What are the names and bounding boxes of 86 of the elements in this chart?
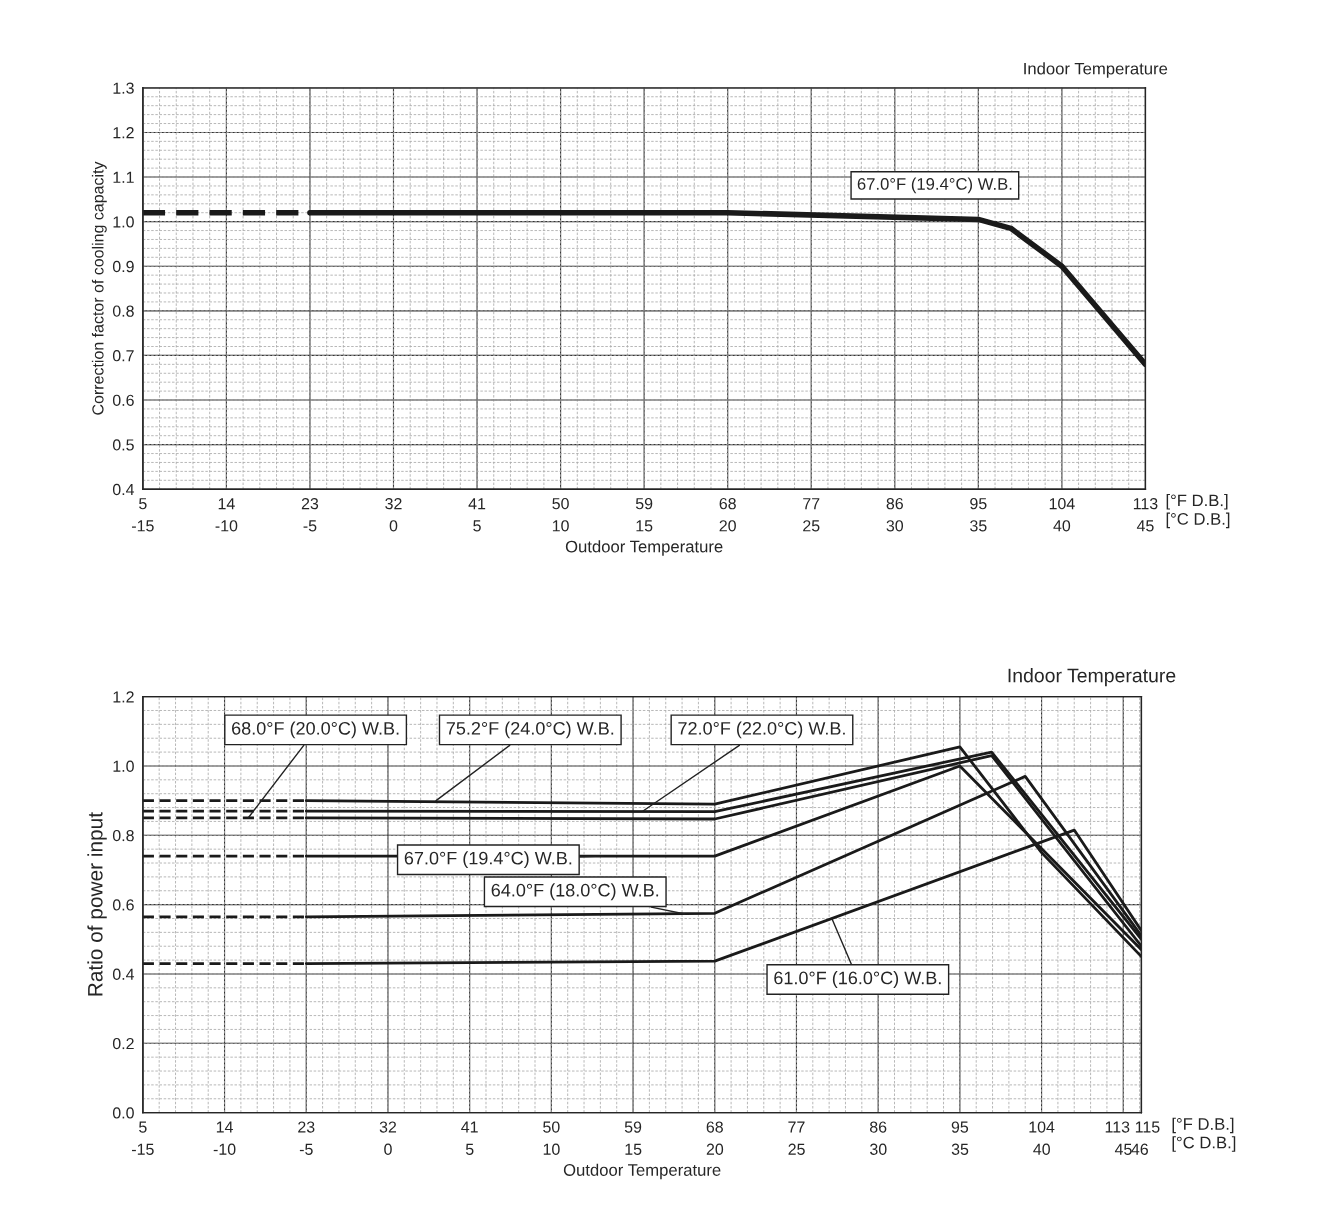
x2-tick-label: -5 — [299, 1143, 313, 1155]
y-tick-label: 0.7 — [112, 350, 134, 362]
annotation: 64.0°F (18.0°C) W.B. — [491, 883, 659, 901]
x-tick-label: 50 — [552, 497, 569, 510]
x2-tick-label: -10 — [215, 520, 238, 532]
annotation: 67.0°F (19.4°C) W.B. — [857, 177, 1012, 194]
x-tick-label: 77 — [803, 498, 820, 510]
text: Indoor Temperature — [1008, 668, 1176, 687]
annotation: 72.0°F (22.0°C) W.B. — [678, 721, 845, 739]
x2-tick-label: 30 — [886, 520, 904, 532]
y-tick-label: 0.8 — [112, 829, 134, 842]
x2-tick-label: 5 — [473, 520, 481, 532]
x2-tick-label: 40 — [1033, 1143, 1050, 1155]
x-tick-label: 59 — [624, 1121, 642, 1133]
x2-tick-label: 25 — [803, 520, 820, 532]
annotation: 61.0°F (16.0°C) W.B. — [774, 971, 941, 988]
y-tick-label: 1.2 — [113, 127, 134, 139]
x-tick-label: 104 — [1029, 1121, 1055, 1133]
x-tick-label: 14 — [216, 1121, 233, 1133]
x-tick-label: 86 — [869, 1121, 887, 1133]
text: [°F D.B.] [°C D.B.] — [1166, 494, 1230, 529]
y-axis-title: Ratio of power input — [87, 812, 107, 996]
y-tick-label: 1.2 — [113, 691, 134, 703]
x2-tick-label: 10 — [552, 520, 569, 532]
x2-tick-label: 45 — [1114, 1143, 1132, 1155]
x2-tick-label: 15 — [625, 1143, 642, 1155]
x-tick-label: 68 — [706, 1121, 723, 1133]
x2-tick-label: 0 — [384, 1143, 392, 1155]
x-axis-title: Outdoor Temperature — [565, 540, 723, 556]
x-tick-label: 95 — [951, 1121, 969, 1133]
x2-tick-label: -10 — [213, 1143, 236, 1155]
x-tick-label: 23 — [298, 1121, 315, 1133]
x-tick-label: 32 — [385, 497, 402, 510]
y-tick-label: 0.9 — [112, 260, 134, 273]
x-tick-label: 77 — [788, 1121, 805, 1133]
y-axis-title: Correction factor of cooling capacity — [91, 161, 107, 415]
x-tick-label: 86 — [886, 497, 903, 510]
x2-tick-label: 46 — [1131, 1143, 1148, 1155]
y-tick-label: 1.3 — [113, 82, 134, 94]
x2-tick-label: 20 — [719, 520, 736, 532]
y-tick-label: 0.6 — [112, 394, 134, 406]
x2-tick-label: -5 — [303, 520, 317, 532]
x2-tick-label: 0 — [389, 520, 398, 532]
x-tick-label: 50 — [543, 1121, 560, 1133]
x2-tick-label: -15 — [132, 520, 154, 532]
x2-tick-label: 20 — [706, 1143, 724, 1155]
x2-tick-label: 30 — [870, 1143, 887, 1155]
text: [°F D.B.] [°C D.B.] — [1172, 1117, 1236, 1152]
text: Indoor Temperature — [1024, 62, 1168, 78]
y-tick-label: 0.8 — [112, 305, 134, 317]
x-tick-label: 41 — [468, 498, 486, 510]
y-tick-label: 0.4 — [112, 483, 135, 496]
x-tick-label: 68 — [719, 497, 736, 510]
x-tick-label: 59 — [635, 497, 653, 510]
x2-tick-label: 5 — [465, 1143, 474, 1155]
x-tick-label: 32 — [379, 1121, 397, 1133]
annotation: 68.0°F (20.0°C) W.B. — [232, 721, 399, 739]
x2-tick-label: 45 — [1136, 520, 1154, 532]
x-tick-label: 95 — [970, 497, 987, 510]
x-tick-label: 5 — [139, 498, 147, 510]
y-tick-label: 1.0 — [113, 216, 134, 228]
x-tick-label: 41 — [461, 1121, 478, 1133]
x2-tick-label: 10 — [543, 1143, 560, 1155]
y-tick-label: 0.4 — [112, 968, 135, 980]
x-tick-label: 23 — [301, 497, 319, 510]
x2-tick-label: 25 — [788, 1143, 805, 1155]
y-tick-label: 1.0 — [113, 760, 134, 772]
y-tick-label: 1.1 — [113, 171, 134, 183]
x2-tick-label: 35 — [970, 520, 987, 532]
x-tick-label: 115 — [1135, 1121, 1160, 1133]
annotation: 67.0°F (19.4°C) W.B. — [404, 851, 572, 869]
x-axis-title: Outdoor Temperature — [563, 1163, 721, 1180]
x2-tick-label: -15 — [132, 1143, 154, 1155]
x-tick-label: 5 — [139, 1121, 147, 1133]
annotation: 75.2°F (24.0°C) W.B. — [446, 721, 614, 739]
y-tick-label: 0.5 — [112, 439, 134, 451]
y-tick-label: 0.6 — [112, 899, 134, 911]
x2-tick-label: 35 — [951, 1143, 969, 1155]
x-tick-label: 113 — [1133, 497, 1158, 510]
x2-tick-label: 40 — [1053, 520, 1071, 532]
x-tick-label: 14 — [218, 498, 235, 510]
x-tick-label: 113 — [1105, 1121, 1130, 1133]
y-tick-label: 0.2 — [112, 1037, 134, 1050]
y-tick-label: 0.0 — [112, 1107, 134, 1119]
x2-tick-label: 15 — [636, 520, 653, 532]
x-tick-label: 104 — [1049, 497, 1075, 510]
